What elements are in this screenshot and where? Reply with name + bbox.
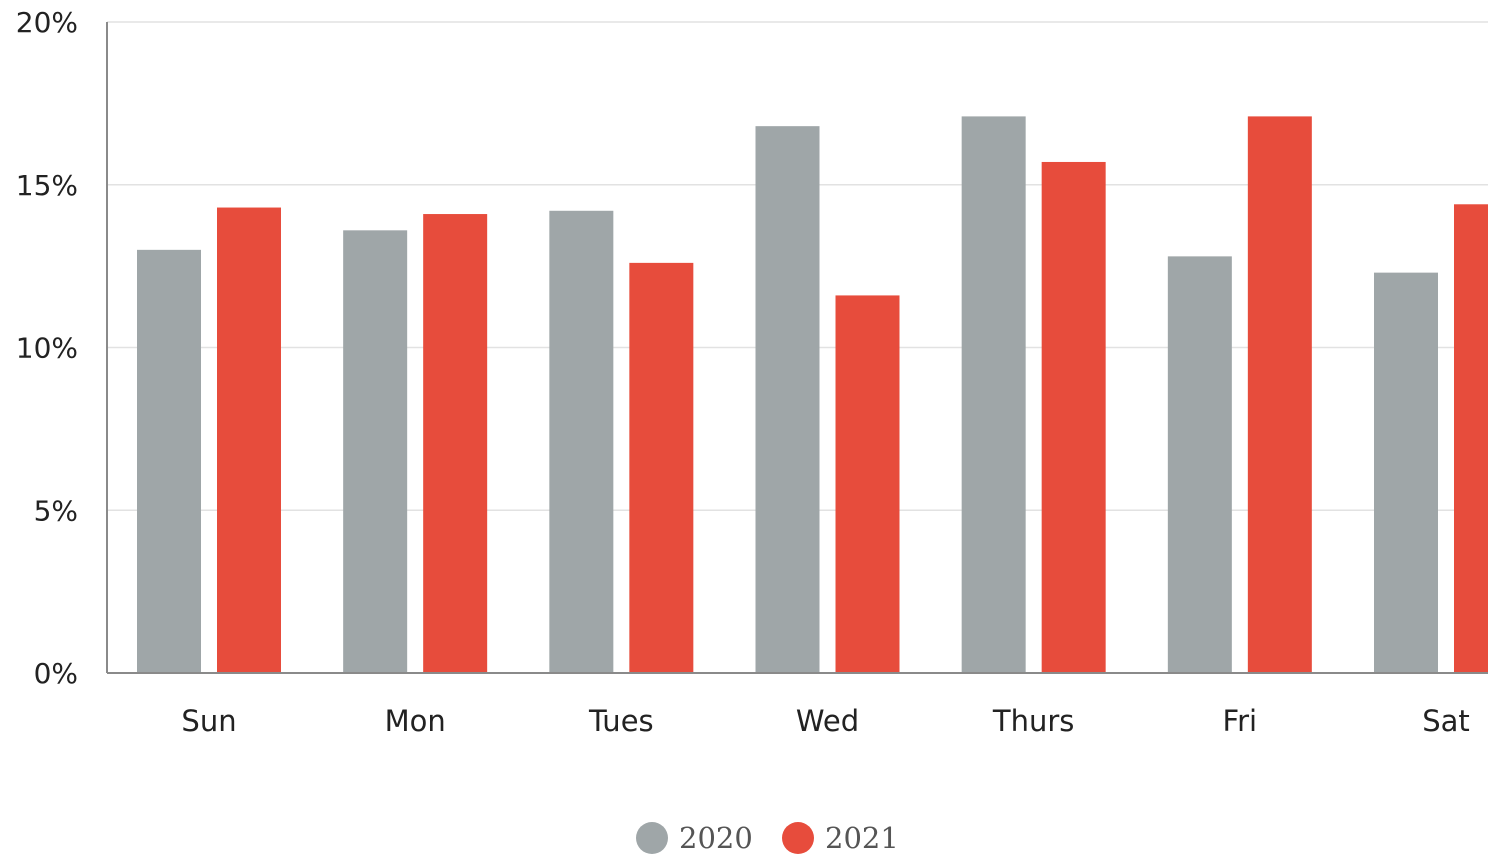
bar-2020-sun <box>137 249 201 673</box>
bar-2020-mon <box>343 230 408 673</box>
legend-label-2020[interactable]: 2020 <box>679 821 753 854</box>
x-tick-label-tues: Tues <box>588 704 654 738</box>
x-tick-label-mon: Mon <box>385 704 446 738</box>
legend-marker-2020 <box>636 822 668 854</box>
legend: 2020 2021 <box>636 821 899 854</box>
y-tick-label: 10% <box>16 332 78 365</box>
bar-2021-fri <box>1247 116 1312 673</box>
x-tick-label-sat: Sat <box>1422 704 1470 738</box>
bar-2021-sun <box>217 207 281 673</box>
bar-2021-thurs <box>1041 161 1106 673</box>
bar-2020-fri <box>1167 256 1232 673</box>
bar-2020-thurs <box>961 116 1026 673</box>
bar-2020-wed <box>755 126 820 673</box>
x-tick-label-sun: Sun <box>181 704 236 738</box>
bar-2021-mon <box>423 214 488 674</box>
bar-2020-tues <box>549 210 614 674</box>
bar-2021-wed <box>835 295 900 673</box>
y-tick-label: 0% <box>34 657 78 690</box>
x-tick-label-wed: Wed <box>796 704 859 738</box>
bars <box>137 116 1488 674</box>
bar-2021-sat <box>1454 204 1488 673</box>
y-tick-labels: 0% 5% 10% 15% 20% <box>16 6 78 690</box>
x-tick-labels: Sun Mon Tues Wed Thurs Fri Sat <box>181 704 1469 738</box>
legend-marker-2021 <box>782 822 814 854</box>
bar-2020-sat <box>1374 272 1438 673</box>
bar-2021-tues <box>629 262 694 673</box>
x-tick-label-fri: Fri <box>1223 704 1258 738</box>
y-tick-label: 15% <box>16 169 78 202</box>
axes <box>106 22 1488 674</box>
y-tick-label: 5% <box>34 494 78 527</box>
legend-label-2021[interactable]: 2021 <box>825 821 899 854</box>
y-tick-label: 20% <box>16 6 78 39</box>
x-tick-label-thurs: Thurs <box>992 704 1075 738</box>
